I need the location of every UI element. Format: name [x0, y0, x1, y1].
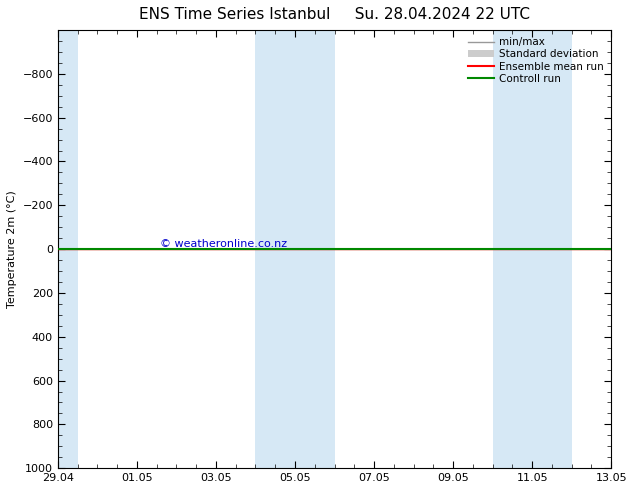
Bar: [256, 30, 335, 468]
Y-axis label: Temperature 2m (°C): Temperature 2m (°C): [7, 190, 17, 308]
Title: ENS Time Series Istanbul     Su. 28.04.2024 22 UTC: ENS Time Series Istanbul Su. 28.04.2024 …: [139, 7, 530, 22]
Legend: min/max, Standard deviation, Ensemble mean run, Controll run: min/max, Standard deviation, Ensemble me…: [466, 35, 606, 86]
Bar: [58, 30, 77, 468]
Bar: [493, 30, 572, 468]
Text: © weatheronline.co.nz: © weatheronline.co.nz: [160, 239, 287, 249]
